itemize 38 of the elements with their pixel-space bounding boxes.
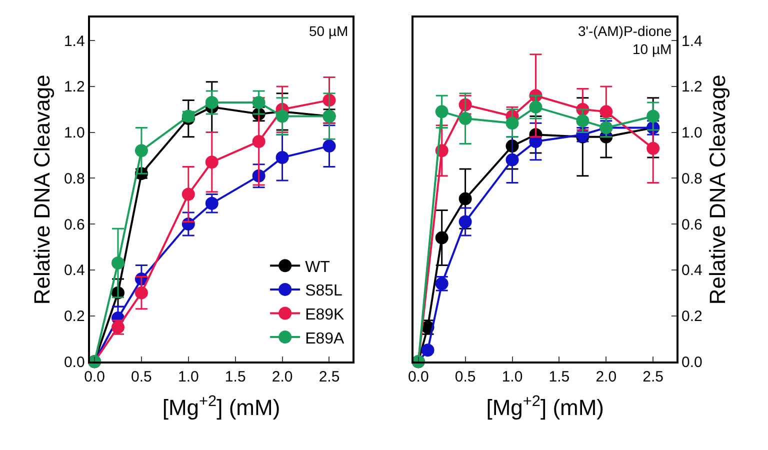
x-axis-title: [Mg$^{+2}$] (mM)	[486, 392, 604, 420]
y-tick-label: 0.2	[64, 308, 85, 326]
y2-axis-title: Relative DNA Cleavage	[704, 74, 730, 305]
y2-tick-label: 0.0	[682, 354, 702, 371]
x-tick-label: 0.0	[84, 368, 105, 386]
y-axis-title: Relative DNA Cleavage	[29, 74, 54, 305]
y2-tick-label: 0.8	[682, 170, 702, 188]
x-axis-title: [Mg$^{+2}$] (mM)	[162, 392, 280, 420]
x-tick-label: 1.5	[548, 368, 570, 386]
x-tick-label: 2.5	[318, 368, 340, 386]
y2-tick-label: 1.4	[682, 32, 702, 50]
x-tick-label: 0.0	[408, 368, 429, 386]
y2-tick-label: 0.6	[682, 216, 702, 234]
x-tick-label: 1.0	[178, 368, 199, 386]
y2-tick-label: 0.4	[682, 262, 702, 280]
legend-label: E89K	[305, 306, 345, 324]
x-tick-label: 2.5	[642, 368, 664, 386]
x-tick-label: 1.5	[224, 368, 246, 386]
x-tick-label: 2.0	[272, 368, 293, 386]
y-tick-label: 1.2	[64, 78, 85, 96]
legend-label: WT	[305, 258, 330, 276]
x-tick-label: 1.0	[502, 368, 523, 386]
x-tick-label: 0.5	[131, 368, 152, 386]
y-tick-label: 0.6	[64, 216, 85, 234]
legend-label: E89A	[305, 330, 345, 348]
legend-label: S85L	[305, 282, 343, 300]
y-tick-label: 0.0	[64, 354, 85, 371]
y-tick-label: 0.4	[64, 262, 85, 280]
y2-tick-label: 1.2	[682, 78, 702, 96]
annotation: 3'-(AM)P-dione 10 µM	[578, 23, 672, 58]
annotation: 50 µM	[309, 23, 348, 39]
x-tick-label: 2.0	[596, 368, 617, 386]
y2-tick-label: 1.0	[682, 124, 702, 142]
y-tick-label: 0.8	[64, 170, 85, 188]
x-tick-label: 0.5	[454, 368, 476, 386]
y2-tick-label: 0.2	[682, 308, 702, 326]
y-tick-label: 1.4	[64, 32, 85, 50]
y-tick-label: 1.0	[64, 124, 85, 142]
